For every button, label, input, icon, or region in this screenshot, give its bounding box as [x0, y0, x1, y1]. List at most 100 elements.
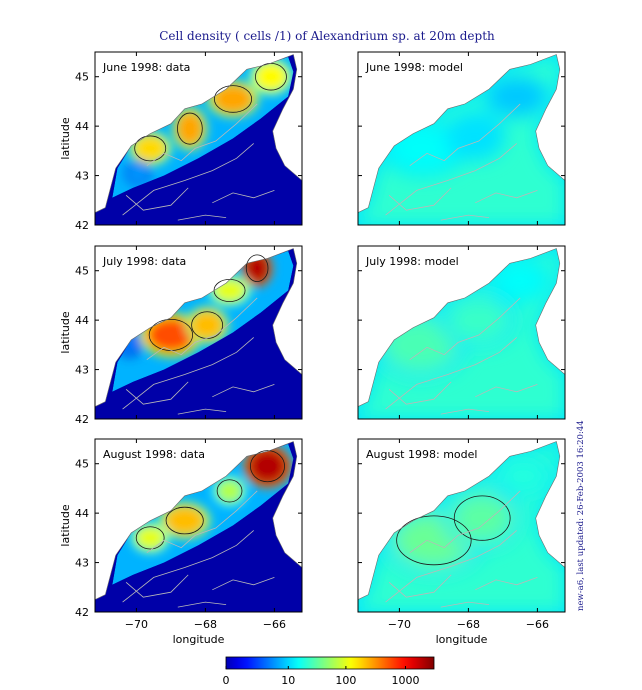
y-tick-label: 42	[75, 606, 89, 619]
x-axis-label: longitude	[436, 633, 488, 646]
map-panel-july-data: July 1998: data 42 43 44 45 latitude	[59, 245, 303, 426]
colorbar-tick-label: 10	[281, 674, 295, 687]
bathymetry-contour	[385, 143, 517, 216]
bathymetry-contour	[122, 143, 254, 216]
bathymetry-contour	[146, 297, 258, 361]
density-field	[358, 54, 565, 225]
bathymetry-contour	[146, 103, 258, 167]
coastline	[95, 441, 302, 612]
density-blob	[248, 448, 287, 484]
bathymetry-contour	[125, 187, 189, 211]
axes-frame	[94, 51, 303, 226]
panel-title: July 1998: data	[102, 255, 186, 268]
bathymetry-contour	[177, 214, 227, 221]
colorbar-tick-label: 1000	[391, 674, 419, 687]
density-blob	[189, 310, 225, 340]
y-tick-label: 45	[75, 71, 89, 84]
density-blob	[489, 79, 545, 114]
density-blob	[132, 134, 168, 163]
x-tick-label: −66	[263, 618, 286, 631]
bathymetry-contour	[475, 190, 538, 204]
density-contour	[177, 112, 203, 145]
bathymetry-contour	[122, 530, 254, 603]
map-plot-area	[95, 52, 302, 225]
density-blobs	[382, 454, 554, 575]
bathymetry-contour	[212, 384, 275, 398]
bathymetry-contour	[212, 190, 275, 204]
axes-frame	[357, 438, 566, 613]
y-tick-label: 42	[75, 219, 89, 232]
map-plot-area	[358, 52, 565, 225]
x-axis-label: longitude	[173, 633, 225, 646]
y-tick-label: 44	[75, 120, 89, 133]
bathymetry-contour	[475, 577, 538, 591]
colorbar: 0 10 100 1000	[223, 656, 435, 687]
density-contour	[213, 85, 253, 113]
bathymetry-contour	[409, 103, 521, 167]
bathymetry-contour	[388, 381, 452, 405]
y-tick-label: 43	[75, 364, 89, 377]
density-contour	[165, 506, 204, 535]
y-tick-label: 44	[75, 314, 89, 327]
bathymetry-contour	[146, 490, 258, 554]
axes-frame	[94, 438, 303, 613]
bathymetry-contour	[409, 297, 521, 361]
panel-title: August 1998: data	[103, 448, 205, 461]
bathymetry-contour	[409, 490, 521, 554]
bathymetry-contour	[177, 601, 227, 608]
figure-title: Cell density ( cells /1) of Alexandrium …	[159, 29, 495, 43]
density-contour	[396, 515, 472, 566]
density-blob	[146, 317, 196, 353]
bathymetry-contour	[385, 337, 517, 410]
bathymetry-contour	[385, 530, 517, 603]
density-blob	[496, 263, 545, 298]
bathymetry-contour	[440, 214, 490, 221]
y-tick-label: 44	[75, 507, 89, 520]
panel-title: June 1998: data	[102, 61, 190, 74]
map-panel-june-model: June 1998: model	[357, 51, 566, 226]
axes-frame	[357, 245, 566, 420]
y-tick-label: 42	[75, 413, 89, 426]
y-axis-label: latitude	[59, 311, 72, 353]
bathymetry-contour	[125, 574, 189, 598]
density-contour	[453, 495, 511, 541]
map-panel-august-data: August 1998: data −70 −68 −66 42 43 44 45 latitu…	[59, 438, 303, 646]
axes-frame	[94, 245, 303, 420]
x-tick-label: −66	[526, 618, 549, 631]
density-contour	[250, 450, 285, 483]
x-tick-label: −70	[388, 618, 411, 631]
timestamp-stamp: new-a6, last updated: 26-Feb-2003 16:20:…	[576, 420, 586, 611]
map-plot-area	[95, 246, 302, 419]
density-blob	[253, 61, 289, 92]
coastline	[358, 248, 565, 419]
coastline	[95, 54, 302, 225]
map-panel-august-model: August 1998: model −70 −68 −66 longitude	[357, 438, 566, 646]
coastline	[358, 54, 565, 225]
density-field	[358, 441, 565, 612]
y-axis-label: latitude	[59, 504, 72, 546]
panel-title: August 1998: model	[366, 448, 477, 461]
bathymetry-contour	[388, 574, 452, 598]
density-blob	[164, 505, 206, 536]
density-blob	[176, 111, 204, 146]
y-tick-label: 43	[75, 557, 89, 570]
panel-grid: June 1998: data 42 43 44 45 latitude June 1998…	[59, 51, 566, 646]
y-tick-label: 45	[75, 458, 89, 471]
density-blob	[451, 493, 514, 543]
x-tick-label: −68	[194, 618, 217, 631]
density-blob	[499, 458, 548, 494]
map-plot-area	[95, 439, 302, 612]
x-tick-label: −70	[125, 618, 148, 631]
density-blob	[127, 163, 149, 183]
density-contour	[134, 135, 167, 162]
density-blob	[134, 525, 166, 551]
density-blob	[215, 478, 244, 504]
density-contour	[245, 254, 269, 282]
map-panel-july-model: July 1998: model	[357, 245, 566, 420]
map-plot-area	[358, 439, 565, 612]
map-plot-area	[358, 246, 565, 419]
bathymetry-contour	[475, 384, 538, 398]
bathymetry-contour	[388, 187, 452, 211]
panel-title: July 1998: model	[365, 255, 459, 268]
